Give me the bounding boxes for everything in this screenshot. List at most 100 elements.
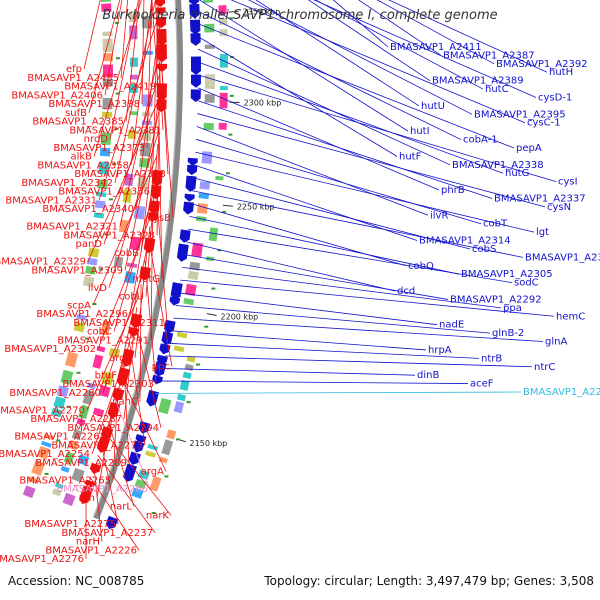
gene-feature [71,429,83,441]
gene-label-left: BMASAVP1_A2321 [26,222,118,233]
gene-label-left: BMASAVP1_A2280 [9,388,101,399]
leader-line [197,48,451,166]
gene-feature [154,361,167,377]
gene-feature [98,385,111,398]
gene-feature [84,479,96,489]
gene-feature [189,3,200,19]
leader-line [107,330,133,437]
gene-label-left: panD [75,239,102,250]
leader-line [175,305,491,334]
gene-label-right: cysD-1 [538,92,572,103]
gene-label-left: metG [132,274,160,285]
gene-label-right: hutI [410,126,430,137]
gene-label-right: glnB-2 [492,328,524,339]
gene-feature [102,78,113,87]
leader-line [155,391,522,394]
gene-feature [184,193,195,202]
gene-label-right: ppa [503,303,522,314]
gene-feature [85,265,97,275]
gene-feature [156,28,167,46]
leader-line [135,26,160,210]
gene-feature [183,201,195,215]
gene-label-left: BMASAVP1_A2311 [73,318,165,329]
leader-line [150,202,154,341]
gene-feature [176,393,187,402]
leader-line [89,477,140,551]
gene-label-left: BMASAVP1_A2261 [14,432,106,443]
gene-label-right: BMASAVP1_A2308 [525,252,600,263]
gene-feature [128,451,141,465]
leader-line [186,241,396,292]
gene-label-right: aceF [470,379,494,390]
backbone-highlight [92,0,178,518]
gene-feature [82,275,95,288]
leader-line [151,2,159,192]
leader-line [130,0,153,166]
leader-line [196,126,429,216]
gene-feature [133,205,146,220]
label-leader-lines [83,0,557,560]
gene-feature [60,369,74,385]
leader-line [98,14,160,201]
gene-feature [161,439,174,456]
gene-label-right: cysN [547,202,571,213]
guide-dot [176,438,181,441]
leader-line [184,254,449,300]
gene-feature [190,33,201,46]
gene-label-left: narL [110,502,133,513]
gene-feature [99,147,111,157]
leader-line [144,260,157,385]
gene-feature [54,482,64,490]
leader-line [88,0,121,113]
gene-feature [102,53,113,62]
gene-feature [182,371,192,380]
gene-label-left: scpA [67,300,91,311]
leader-line [97,454,156,533]
leader-line [107,421,135,507]
leader-line [159,38,174,218]
gene-label-right: hrpA [428,345,452,356]
gene-feature [173,345,185,353]
gene-feature [142,112,153,117]
gene-label-left: BMASAVP1_A2336 [58,187,150,198]
gene-feature [122,188,132,203]
leader-line [197,113,546,208]
leader-line [114,398,151,490]
guide-dot [229,94,234,97]
gene-label-left: cobB [114,248,139,259]
leader-line [388,0,548,73]
gene-label-right: hutC [485,84,509,95]
gene-feature [184,283,197,297]
guide-dot [164,475,169,478]
gene-feature [184,363,194,372]
leader-line [313,0,537,98]
gene-label-right: lgt [536,227,549,238]
gene-feature [183,297,195,306]
leader-line [93,466,103,542]
leader-line [103,73,161,245]
gene-feature [78,404,90,420]
leader-line [158,380,469,384]
gene-feature [173,401,185,414]
gene-feature [191,242,204,258]
leader-line [196,23,515,149]
gene-feature [169,296,181,306]
gene-label-right: dinB [417,370,439,381]
gene-label-right: BMASAVP1_A2314 [419,236,511,247]
gene-label-right: BMASAVP1_A2305 [461,269,553,280]
gene-label-right: cobA-1 [463,135,498,146]
gene-label-left: xth [79,493,95,504]
leader-line [187,228,513,284]
gene-feature [43,433,55,441]
gene-feature [190,56,201,75]
map-title: Burkholderia mallei SAVP1 chromosome I, … [102,8,498,23]
gene-feature [92,407,105,417]
gene-feature [129,74,138,80]
guide-dot [92,303,97,306]
leader-line [120,375,167,472]
gene-feature [126,262,138,268]
guide-dot [211,287,216,290]
gene-label-left: efp [66,64,82,75]
gene-feature [56,385,70,398]
gene-label-right: hutG [505,168,529,179]
